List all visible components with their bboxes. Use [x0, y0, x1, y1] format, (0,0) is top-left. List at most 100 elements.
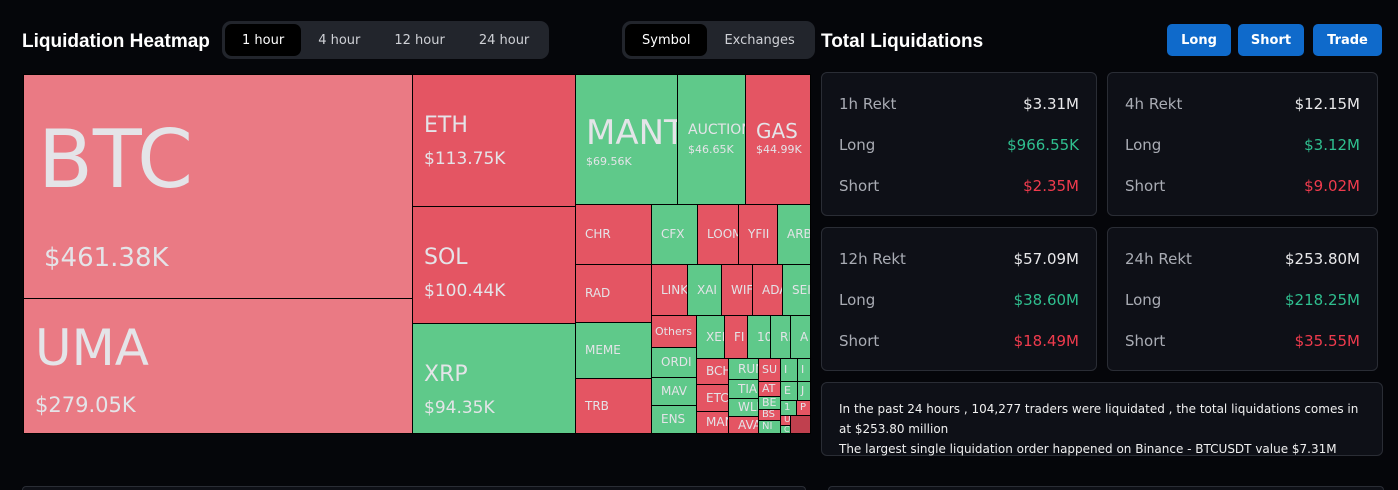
tab-24-hour[interactable]: 24 hour — [478, 32, 530, 48]
treemap-cell-loom[interactable]: LOOM — [697, 204, 739, 265]
tab-1-hour[interactable]: 1 hour — [225, 24, 302, 56]
cell-symbol: MEME — [585, 343, 621, 358]
treemap-cell-a[interactable]: A — [790, 315, 811, 359]
tab-12-hour[interactable]: 12 hour — [394, 32, 445, 48]
cell-symbol: UMA — [35, 319, 149, 377]
treemap-cell-uma[interactable]: UMA $279.05K — [23, 298, 413, 434]
cell-value: $94.35K — [424, 398, 495, 418]
treemap-cell-su[interactable]: SU — [758, 358, 781, 382]
treemap-cell-run[interactable]: RUN — [728, 358, 759, 380]
treemap-cell-wld[interactable]: WLD — [728, 398, 759, 417]
treemap-cell-arb[interactable]: ARB — [777, 204, 811, 265]
cell-symbol: BTC — [38, 113, 193, 206]
treemap-cell-link[interactable]: LINK — [651, 264, 688, 316]
cell-symbol: Others — [655, 324, 692, 338]
cell-symbol: ETH — [424, 113, 468, 138]
heatmap-title: Liquidation Heatmap — [22, 31, 210, 52]
treemap-cell-others[interactable]: Others — [651, 315, 697, 348]
card-row-long: Long $3.12M — [1125, 136, 1360, 154]
tab-4-hour[interactable]: 4 hour — [318, 32, 361, 48]
treemap-cell-i[interactable]: I — [797, 358, 811, 382]
treemap-cell-be[interactable]: BE — [758, 396, 781, 410]
treemap-cell-gas[interactable]: GAS $44.99K — [745, 74, 811, 206]
treemap-cell-chr[interactable]: CHR — [575, 204, 652, 265]
row-value: $57.09M — [1013, 250, 1079, 268]
cell-symbol: AT — [762, 382, 776, 396]
treemap-cell-at[interactable]: AT — [758, 381, 781, 397]
treemap-cell-ni[interactable]: NI — [758, 420, 781, 434]
treemap-cell-btc[interactable]: BTC $461.38K — [23, 74, 413, 299]
cell-symbol: YFII — [748, 227, 770, 242]
treemap-cell-ada[interactable]: ADA — [752, 264, 783, 316]
treemap-cell-1[interactable]: 1 — [780, 400, 797, 416]
treemap-cell-yfii[interactable]: YFII — [738, 204, 778, 265]
row-label: Short — [839, 332, 880, 350]
treemap-cell-rad[interactable]: RAD — [575, 264, 652, 323]
treemap-cell-cfx[interactable]: CFX — [651, 204, 698, 265]
cell-symbol: J — [801, 384, 805, 398]
total-liquidations-title: Total Liquidations — [821, 31, 984, 52]
treemap-cell-ava[interactable]: AVA — [728, 416, 759, 434]
cell-symbol: GAS — [756, 119, 798, 143]
cell-symbol: TRB — [585, 398, 609, 413]
treemap-cell-xem[interactable]: XEM — [696, 315, 725, 359]
cell-symbol: BCH — [706, 364, 729, 379]
card-row-short: Short $2.35M — [839, 177, 1079, 195]
short-button[interactable]: Short — [1238, 24, 1304, 56]
row-value: $3.12M — [1304, 136, 1360, 154]
cell-symbol: ETC — [706, 390, 729, 405]
cell-symbol: C — [784, 425, 790, 434]
treemap-cell-j[interactable]: J — [797, 381, 811, 401]
treemap-cell-10[interactable]: 10 — [747, 315, 771, 359]
card-row-long: Long $38.60M — [839, 291, 1079, 309]
treemap-cell-sol[interactable]: SOL $100.44K — [412, 206, 576, 324]
treemap-cell-ri[interactable]: RI — [770, 315, 791, 359]
cell-symbol: BE — [762, 396, 777, 410]
row-label: Short — [839, 177, 880, 195]
treemap-cell-ens[interactable]: ENS — [651, 405, 697, 434]
cell-symbol: FI — [734, 329, 745, 344]
tab-symbol[interactable]: Symbol — [625, 24, 708, 56]
card-row-total: 24h Rekt $253.80M — [1125, 250, 1360, 268]
long-button[interactable]: Long — [1167, 24, 1231, 56]
cell-symbol: MANTA — [586, 113, 677, 153]
treemap-cell-bch[interactable]: BCH — [696, 358, 729, 385]
treemap-cell-xai[interactable]: XAI — [687, 264, 722, 316]
treemap-cell-ordi[interactable]: ORDI — [651, 347, 697, 378]
cell-symbol: NI — [762, 421, 773, 432]
row-label: 4h Rekt — [1125, 95, 1183, 113]
cell-value: $69.56K — [586, 155, 632, 168]
treemap-cell-e[interactable]: E — [780, 381, 798, 401]
treemap-cell-meme[interactable]: MEME — [575, 322, 652, 379]
cell-symbol: AUCTION — [688, 122, 746, 138]
card-row-total: 1h Rekt $3.31M — [839, 95, 1079, 113]
treemap-cell-auction[interactable]: AUCTION $46.65K — [677, 74, 746, 206]
cell-symbol: P — [800, 402, 807, 413]
cell-symbol: TIA — [738, 381, 758, 396]
treemap-cell-eth[interactable]: ETH $113.75K — [412, 74, 576, 207]
treemap-cell-manta[interactable]: MANTA $69.56K — [575, 74, 678, 206]
treemap-cell-tia[interactable]: TIA — [728, 379, 759, 399]
treemap-cell-etc[interactable]: ETC — [696, 384, 729, 412]
cell-symbol: WIF — [731, 282, 753, 297]
tab-exchanges[interactable]: Exchanges — [724, 32, 795, 48]
treemap-cell-trb[interactable]: TRB — [575, 378, 652, 434]
card-row-short: Short $18.49M — [839, 332, 1079, 350]
treemap-cell-mav[interactable]: MAV — [651, 377, 697, 406]
treemap-cell-man[interactable]: MAN — [696, 411, 729, 434]
next-panel-right — [828, 486, 1384, 490]
treemap-cell-wif[interactable]: WIF — [721, 264, 753, 316]
cell-symbol: MAV — [661, 384, 688, 399]
treemap-cell-p[interactable]: P — [796, 400, 811, 416]
cell-value: $100.44K — [424, 281, 506, 301]
treemap-cell-i[interactable]: I — [780, 358, 798, 382]
summary-line-1: In the past 24 hours , 104,277 traders w… — [839, 402, 1359, 436]
treemap-cell-sei[interactable]: SEI — [782, 264, 811, 316]
treemap-cell-xrp[interactable]: XRP $94.35K — [412, 323, 576, 434]
cell-symbol: MAN — [706, 415, 728, 430]
card-row-total: 4h Rekt $12.15M — [1125, 95, 1360, 113]
treemap-cell-fi[interactable]: FI — [724, 315, 748, 359]
cell-symbol: RAD — [585, 286, 611, 301]
treemap-cell-misc[interactable] — [790, 415, 811, 434]
trade-button[interactable]: Trade — [1313, 24, 1382, 56]
